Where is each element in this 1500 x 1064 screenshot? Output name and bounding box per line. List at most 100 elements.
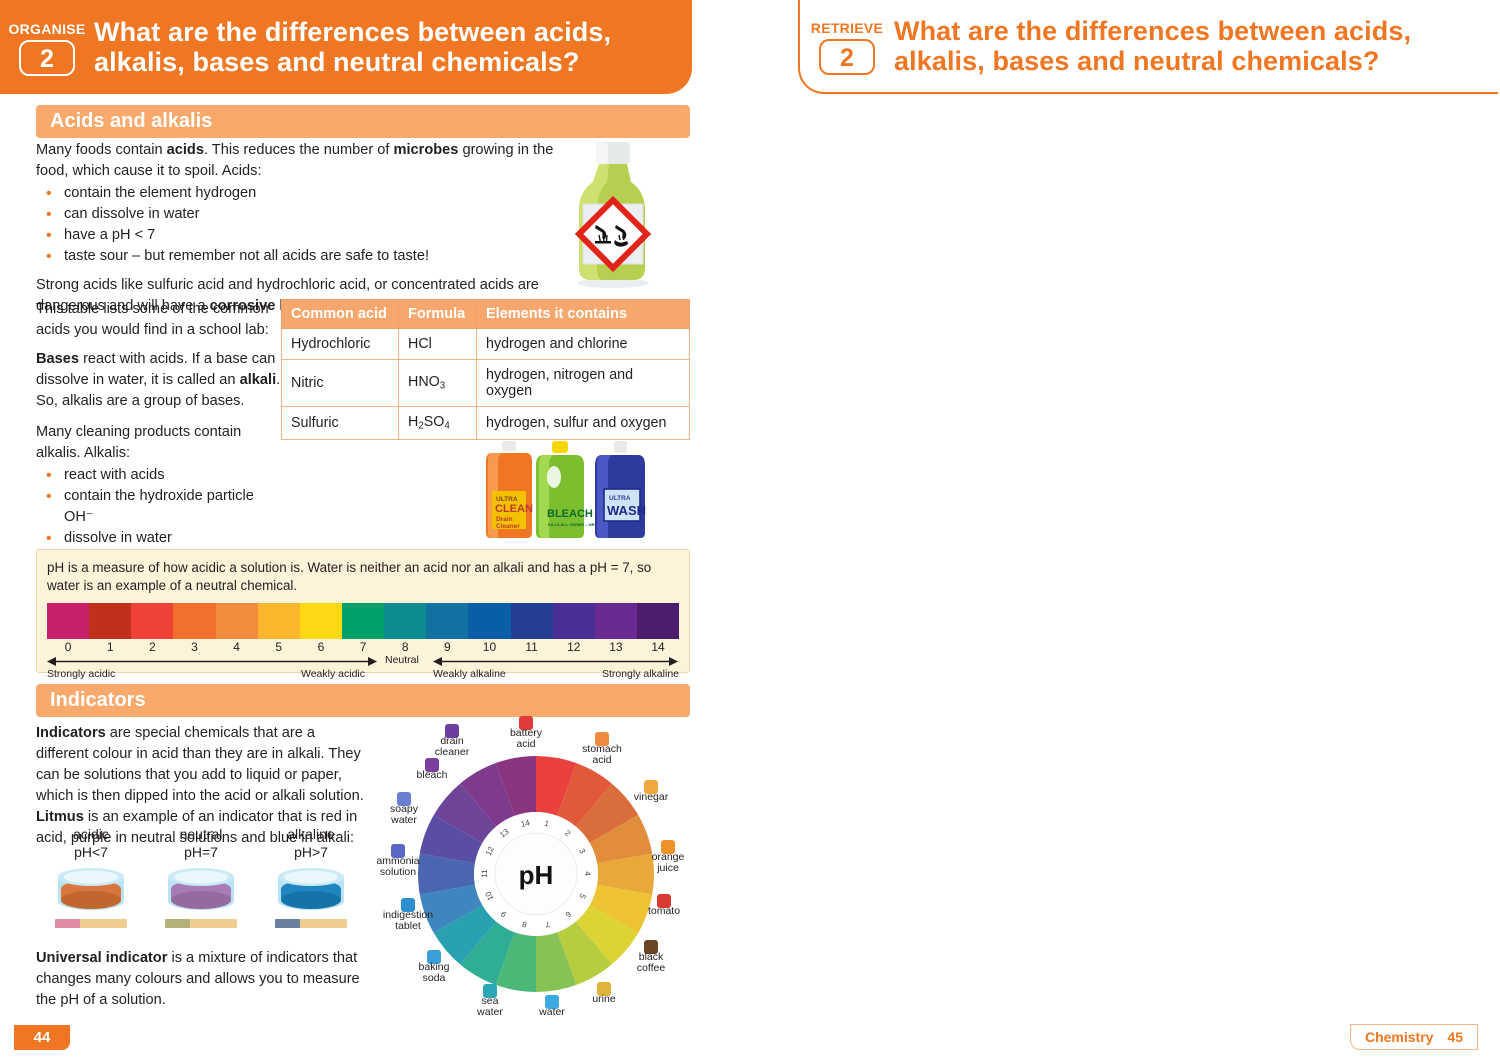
alkali-range-arrow (433, 656, 678, 666)
wheel-label-text: acid (516, 738, 535, 750)
bases-b: react with acids. If a base can dissolve… (36, 351, 276, 388)
left-title-line2: alkalis, bases and neutral chemicals? (94, 47, 580, 77)
wheel-label-tomato: tomato (648, 894, 680, 917)
ph-swatch-4 (215, 602, 258, 639)
petri-dish-acidic-icon (58, 868, 124, 910)
wheel-segment-14 (419, 815, 483, 864)
dish-ph-alkaline: pH>7 (294, 843, 328, 860)
ph-tick-1: 1 (106, 639, 114, 654)
wheel-segment-6 (575, 905, 639, 965)
wheel-label-water: water (538, 995, 565, 1018)
wheel-tick-9: 9 (499, 909, 509, 919)
wheel-item-icon (427, 950, 441, 964)
wheel-label-text: solution (380, 866, 416, 878)
petri-dish-row (36, 867, 366, 911)
bases-paragraph: Bases react with acids. If a base can di… (36, 349, 286, 412)
wheel-label-text: indigestion (383, 909, 433, 921)
acid-bullet-1: can dissolve in water (36, 203, 556, 226)
wash-brand-text: ULTRA (609, 495, 631, 502)
indicators-paragraph: Indicators are special chemicals that ar… (36, 723, 366, 849)
wash-name-text: WASH (607, 503, 646, 518)
organise-number: 2 (19, 40, 75, 76)
wheel-segment-3 (589, 815, 653, 864)
right-page-title: What are the differences between acids, … (894, 16, 1411, 76)
wheel-tick-1: 1 (544, 819, 551, 829)
wheel-tick-5: 5 (577, 892, 587, 900)
wheel-item-icon (483, 984, 497, 998)
left-page-title: What are the differences between acids, … (94, 17, 611, 77)
dish-name-neutral: neutral (179, 826, 223, 842)
cleaner-brand-text: ULTRA (496, 496, 518, 503)
wheel-label-text: bleach (417, 769, 448, 781)
dish-name-acidic: acidic (73, 826, 109, 842)
wheel-tick-6: 6 (563, 909, 573, 919)
caption-weakly-alkaline: Weakly alkaline (433, 667, 506, 680)
wheel-tick-7: 7 (544, 919, 551, 929)
wheel-segment-4 (597, 853, 654, 895)
acid-bullet-3: taste sour – but remember not all acids … (36, 245, 556, 268)
universal-indicator-paragraph: Universal indicator is a mixture of indi… (36, 948, 366, 1011)
caption-strongly-acidic: Strongly acidic (47, 667, 116, 680)
wheel-label-text: soapy (390, 803, 419, 815)
acid-bullet-2: have a pH < 7 (36, 224, 556, 247)
table-header-row: Common acid Formula Elements it contains (281, 299, 690, 329)
wheel-item-icon (425, 758, 439, 772)
ph-swatch-14 (636, 602, 680, 639)
formula-subscript: 2 (418, 420, 424, 432)
retrieve-kicker: RETRIEVE (810, 20, 884, 36)
dish-label-row: acidic pH<7 neutral pH=7 alkaline pH>7 (36, 826, 366, 861)
ph-tick-3: 3 (191, 639, 198, 654)
cell-acid-name: Hydrochloric (281, 328, 399, 360)
organise-badge: ORGANISE 2 (0, 18, 94, 76)
formula-subscript: 3 (439, 380, 446, 392)
strong-acids-paragraph: Strong acids like sulfuric acid and hydr… (36, 275, 556, 317)
ph-color-strip (47, 602, 680, 639)
dish-label-alkaline: alkaline pH>7 (256, 826, 366, 861)
footer-page-number-left: 44 (14, 1025, 70, 1050)
ph-tick-13: 13 (609, 639, 623, 654)
wheel-segment-9 (495, 932, 536, 992)
ph-tick-2: 2 (149, 639, 156, 654)
ph-wheel-diagram: 1 2 3 4 5 6 7 8 9 10 11 12 13 14 pH drain cleaner battery… (366, 712, 696, 1032)
wheel-label-text: ammonia (376, 855, 419, 867)
caption-strongly-alkaline: Strongly alkaline (601, 667, 679, 680)
wheel-segment-1 (557, 763, 612, 827)
wheel-segment-12 (419, 884, 483, 933)
wheel-label-text: water (390, 814, 417, 826)
wheel-item-icon (445, 724, 459, 738)
intro-a: Many foods contain (36, 142, 167, 158)
ph-tick-11: 11 (525, 639, 538, 654)
wheel-tick-11: 11 (480, 869, 489, 878)
formula-subscript: 4 (444, 420, 450, 432)
neutral-caption: Neutral (385, 653, 419, 666)
th-elements: Elements it contains (476, 299, 690, 329)
wheel-label-text: drain (440, 735, 464, 747)
ph-swatch-11 (510, 602, 553, 639)
cleaning-lead-paragraph: Many cleaning products contain alkalis. … (36, 424, 242, 461)
wheel-segment-10 (460, 921, 515, 985)
cell-formula: HNO3 (398, 359, 477, 407)
ph-swatch-13 (594, 602, 637, 639)
ph-tick-9: 9 (443, 639, 451, 654)
ph-swatch-5 (257, 602, 300, 639)
wheel-label-text: urine (592, 993, 616, 1005)
wheel-label-text: tablet (395, 920, 421, 932)
ph-tick-0: 0 (64, 639, 72, 654)
ph-swatch-9 (426, 602, 469, 639)
petri-dish-neutral-icon (168, 868, 234, 910)
ph-tick-7: 7 (359, 639, 367, 654)
wheel-label-text: soda (423, 972, 446, 984)
left-page-header: ORGANISE 2 What are the differences betw… (0, 0, 750, 94)
wheel-label-text: battery (510, 727, 543, 739)
wheel-item-icon (661, 840, 675, 854)
wheel-label-text: stomach (582, 743, 622, 755)
ph-swatch-8 (384, 602, 427, 639)
wheel-label-text: sea (482, 995, 499, 1007)
wheel-inner-plate (494, 832, 578, 916)
bottle-hazard-icon (574, 142, 652, 288)
wheel-item-icon (519, 716, 533, 730)
ph-tick-5: 5 (275, 639, 283, 654)
